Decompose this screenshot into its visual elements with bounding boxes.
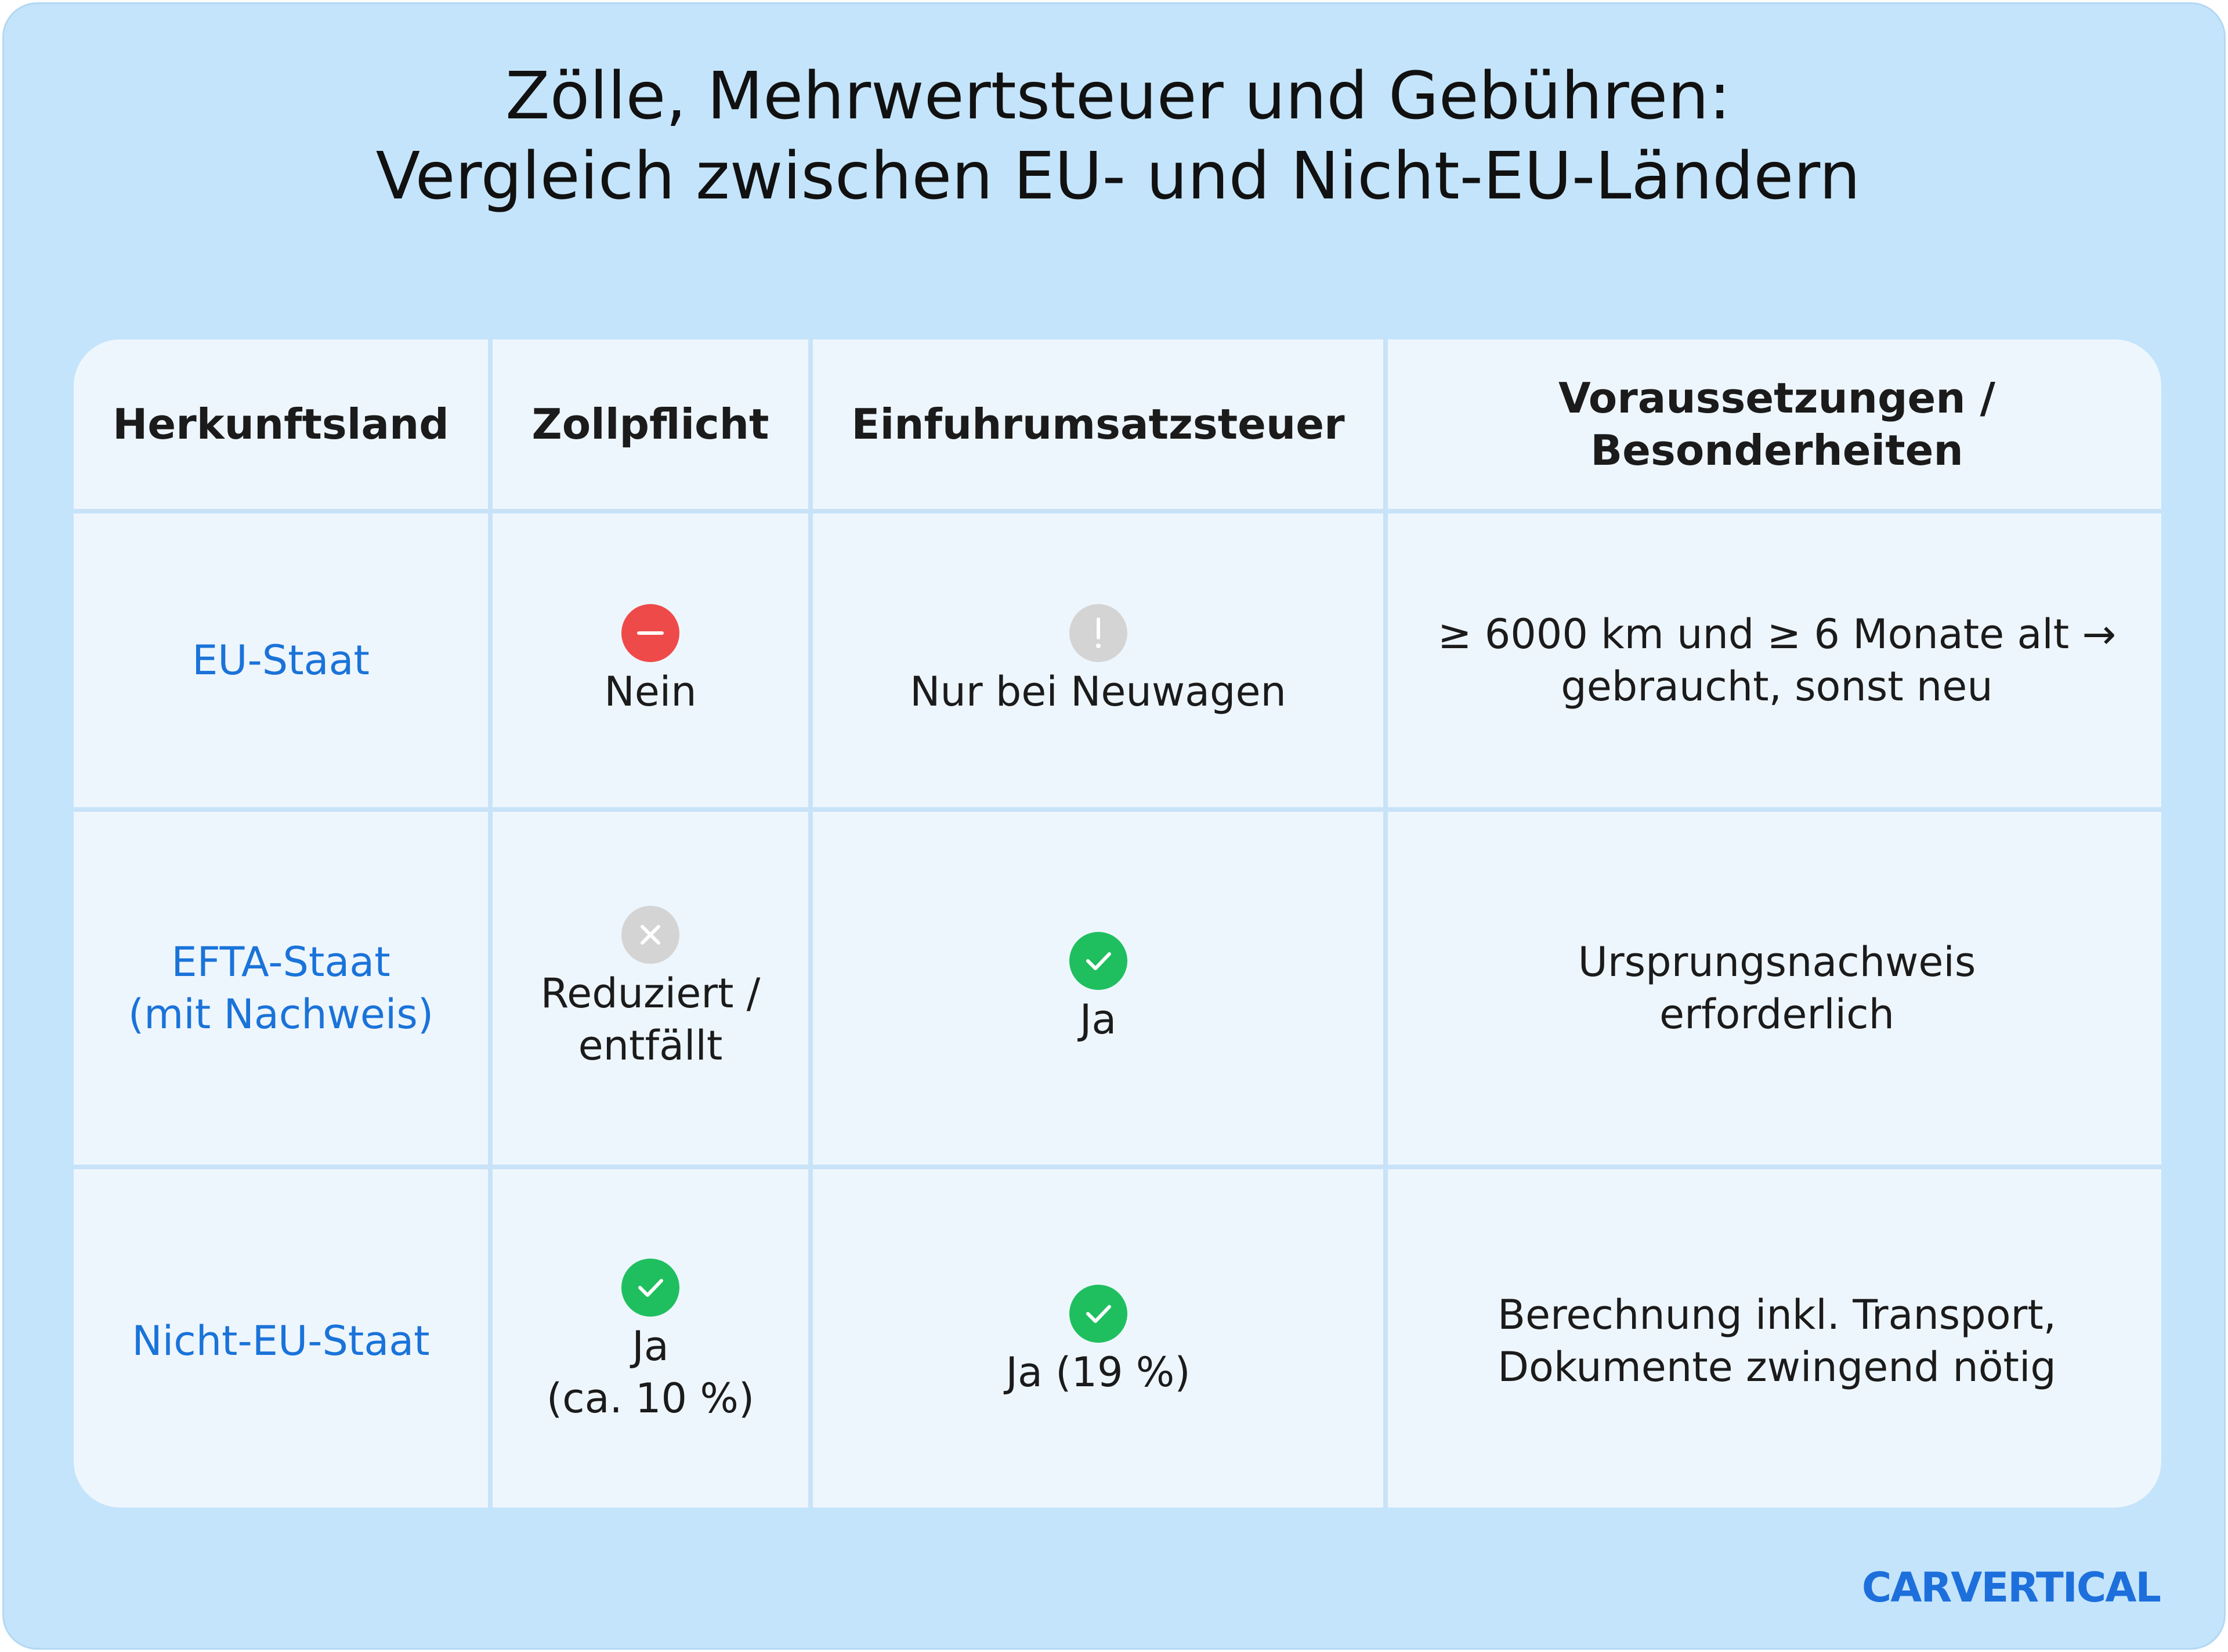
minus-icon [621, 604, 679, 662]
header-text: Zollpflicht [531, 400, 769, 449]
cell: Reduziert / entfällt [493, 812, 808, 1165]
cell-text: ≥ 6000 km und ≥ 6 Monate alt → [1437, 610, 2117, 658]
cell-text: entfällt [578, 1022, 723, 1069]
title-line: Zölle, Mehrwertsteuer und Gebühren: [505, 59, 1731, 134]
cross-icon [621, 906, 679, 964]
check-icon [1069, 932, 1127, 990]
cell-text: Ursprungsnachweis [1578, 938, 1976, 986]
logo: CARVERTICAL [1861, 1564, 2161, 1611]
country-text: Nicht-EU-Staat [132, 1317, 430, 1365]
cell-text: Dokumente zwingend nötig [1498, 1343, 2056, 1391]
cell: Nur bei Neuwagen [813, 514, 1383, 807]
cell-text: Reduziert / [540, 970, 761, 1017]
cell-text: Ja [1079, 996, 1117, 1043]
cell: Ja [813, 812, 1383, 1165]
title-line: Vergleich zwischen EU- und Nicht-EU-Länd… [375, 139, 1861, 214]
cell-text: (ca. 10 %) [546, 1374, 755, 1422]
cell-text: erforderlich [1659, 991, 1894, 1038]
cell-text: gebraucht, sonst neu [1561, 663, 1993, 710]
header-text: Herkunftsland [113, 400, 449, 449]
title: Zölle, Mehrwertsteuer und Gebühren: Verg… [4, 56, 2228, 216]
cell-text: Ja (19 %) [1006, 1348, 1191, 1396]
cell-text: Ja [632, 1322, 669, 1370]
cell-text: Nur bei Neuwagen [910, 668, 1286, 715]
cell: ≥ 6000 km und ≥ 6 Monate alt → gebraucht,… [1388, 514, 2161, 807]
check-icon [1069, 1284, 1127, 1343]
header-text: Einfuhrumsatzsteuer [851, 400, 1345, 449]
header-cell: Zollpflicht [493, 339, 808, 509]
cell: Ja (ca. 10 %) [493, 1169, 808, 1508]
country-cell: EU-Staat [74, 514, 488, 807]
country-cell: EFTA-Staat (mit Nachweis) [74, 812, 488, 1165]
check-icon [621, 1258, 679, 1317]
cell-text: Nein [604, 668, 697, 715]
warning-icon [1069, 604, 1127, 662]
cell: Ursprungsnachweis erforderlich [1388, 812, 2161, 1165]
cell: Berechnung inkl. Transport, Dokumente zwi… [1388, 1169, 2161, 1508]
country-text: EFTA-Staat [171, 938, 390, 986]
cell-text: Berechnung inkl. Transport, [1497, 1290, 2057, 1339]
cell: Ja (19 %) [813, 1169, 1383, 1508]
country-cell: Nicht-EU-Staat [74, 1169, 488, 1508]
header-text: Voraussetzungen / [1558, 374, 1995, 422]
header-cell: Einfuhrumsatzsteuer [813, 339, 1383, 509]
header-text: Besonderheiten [1590, 426, 1963, 475]
country-text: EU-Staat [192, 637, 370, 684]
header-cell: Voraussetzungen / Besonderheiten [1388, 339, 2161, 509]
country-text: (mit Nachweis) [128, 991, 434, 1038]
header-cell: Herkunftsland [74, 339, 488, 509]
comparison-table: Herkunftsland Zollpflicht Einfuhrumsatzs… [74, 339, 2161, 1508]
cell: Nein [493, 514, 808, 807]
